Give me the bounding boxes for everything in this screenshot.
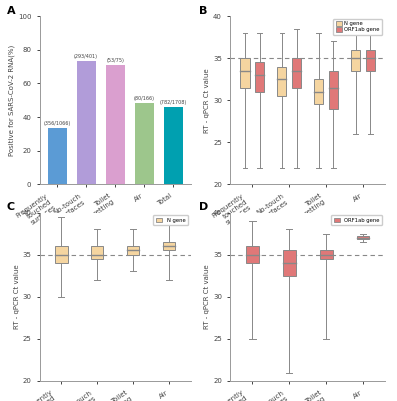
Bar [55,246,67,263]
Bar [255,63,264,92]
Bar [329,71,338,109]
Text: A: A [6,6,15,16]
Text: B: B [199,6,208,16]
Bar [366,50,375,71]
Bar [246,246,259,263]
Bar [106,65,125,184]
Y-axis label: RT - qPCR Ct value: RT - qPCR Ct value [204,68,210,133]
Text: C: C [6,203,15,213]
Bar [314,79,323,105]
Text: (293/401): (293/401) [74,54,98,59]
Bar [77,61,96,184]
Bar [163,242,175,250]
Legend: N gene, ORF1ab gene: N gene, ORF1ab gene [333,19,382,35]
Text: (53/75): (53/75) [106,58,124,63]
Bar [292,58,301,88]
Text: (782/1708): (782/1708) [160,100,187,105]
Legend: N gene: N gene [153,215,188,225]
Text: D: D [199,203,208,213]
Bar [91,246,104,259]
Bar [241,58,250,88]
Bar [48,128,67,184]
Bar [135,103,154,184]
Y-axis label: RT - qPCR Ct value: RT - qPCR Ct value [204,264,210,329]
Bar [351,50,360,71]
Bar [320,250,333,259]
Bar [357,236,370,239]
Text: (356/1066): (356/1066) [44,121,71,126]
Legend: ORF1ab gene: ORF1ab gene [331,215,382,225]
Y-axis label: RT - qPCR Ct value: RT - qPCR Ct value [13,264,19,329]
Bar [127,246,139,255]
Text: (80/166): (80/166) [134,96,155,101]
Bar [164,107,183,184]
Bar [283,250,296,276]
Bar [277,67,287,96]
Y-axis label: Positive for SARS-CoV-2 RNA(%): Positive for SARS-CoV-2 RNA(%) [9,45,15,156]
